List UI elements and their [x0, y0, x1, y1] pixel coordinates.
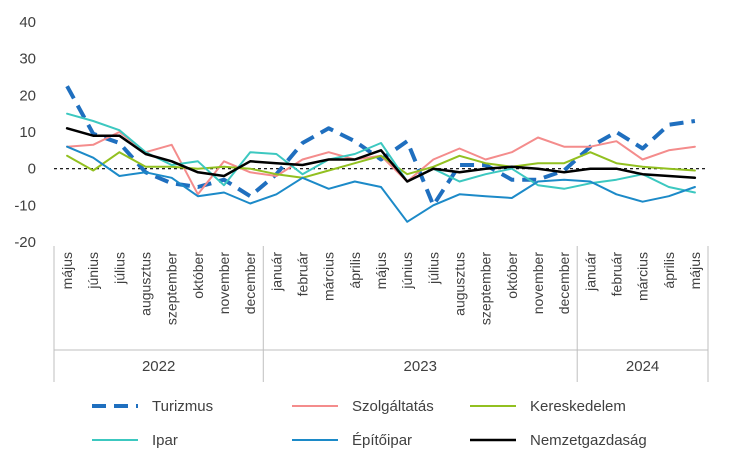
legend-label: Nemzetgazdaság — [530, 432, 647, 449]
x-tick-label: május — [687, 252, 703, 289]
x-tick-label: július — [425, 252, 441, 285]
y-tick-label: 10 — [19, 124, 36, 141]
legend-item-szolgaltatas: Szolgáltatás — [292, 398, 434, 415]
year-label: 2024 — [626, 358, 659, 375]
x-tick-label: május — [59, 252, 75, 289]
x-tick-label: szeptember — [478, 252, 494, 325]
x-tick-label: június — [85, 252, 101, 290]
series-line-nemzetgazdasag — [65, 127, 697, 183]
x-tick-label: december — [242, 252, 258, 315]
legend: Turizmus Szolgáltatás Kereskedelem Ipar Épít… — [92, 398, 647, 449]
x-tick-label: február — [608, 252, 624, 297]
series-line-kereskedelem — [66, 151, 696, 179]
x-tick-label: augusztus — [452, 252, 468, 316]
x-axis: május június július augusztus szeptember októ… — [53, 246, 709, 382]
x-tick-label: március — [635, 252, 651, 301]
x-tick-label: november — [216, 252, 232, 315]
y-tick-label: 0 — [28, 161, 36, 178]
x-tick-label: február — [295, 252, 311, 297]
x-tick-label: január — [582, 252, 598, 292]
x-tick-label: május — [373, 252, 389, 289]
x-tick-label: augusztus — [138, 252, 154, 316]
y-axis-ticks: -20 -10 0 10 20 30 40 — [14, 14, 36, 251]
legend-item-kereskedelem: Kereskedelem — [470, 398, 626, 415]
legend-label: Ipar — [152, 432, 178, 449]
y-tick-label: -20 — [14, 234, 36, 251]
series-line-ipar — [66, 112, 696, 194]
x-tick-label: április — [347, 252, 363, 289]
x-tick-label: szeptember — [164, 252, 180, 325]
x-tick-label: július — [111, 252, 127, 285]
x-tick-label: június — [399, 252, 415, 290]
legend-label: Építőipar — [352, 432, 412, 449]
legend-label: Kereskedelem — [530, 398, 626, 415]
legend-label: Szolgáltatás — [352, 398, 434, 415]
legend-item-nemzetgazdasag: Nemzetgazdaság — [470, 432, 647, 449]
x-tick-label: december — [556, 252, 572, 315]
legend-item-epitoipar: Építőipar — [292, 432, 412, 449]
year-label: 2023 — [404, 358, 437, 375]
y-tick-label: 40 — [19, 14, 36, 31]
legend-item-turizmus: Turizmus — [92, 398, 213, 415]
legend-label: Turizmus — [152, 398, 213, 415]
x-tick-label: október — [504, 252, 520, 299]
x-tick-label: október — [190, 252, 206, 299]
x-tick-label: március — [321, 252, 337, 301]
year-label: 2022 — [142, 358, 175, 375]
y-tick-label: 20 — [19, 87, 36, 104]
y-tick-label: 30 — [19, 51, 36, 68]
x-tick-label: január — [268, 252, 284, 292]
x-tick-label: november — [530, 252, 546, 315]
series-lines — [65, 85, 697, 223]
legend-item-ipar: Ipar — [92, 432, 178, 449]
x-tick-label: április — [661, 252, 677, 289]
y-tick-label: -10 — [14, 197, 36, 214]
series-line-epitoipar — [66, 145, 696, 223]
